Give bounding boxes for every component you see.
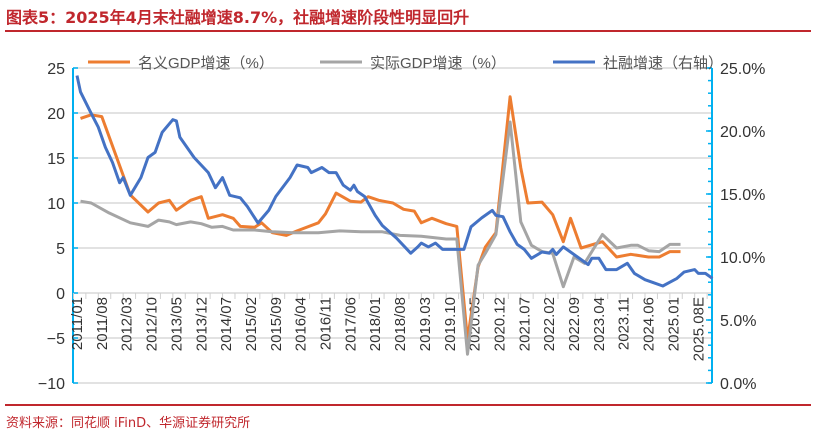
y-left-tick-label: −10 [38,376,65,393]
y-right-tick-label: 5.0% [720,313,756,330]
x-tick-label: 2012/10 [144,297,161,351]
x-tick-label: 2021.07 [516,297,533,351]
x-tick-label: 2018/08 [392,297,409,351]
y-right-tick-label: 10.0% [720,250,765,267]
x-tick-label: 2019.03 [417,297,434,351]
y-right-tick-label: 25.0% [720,61,765,78]
x-tick-label: 2012/03 [119,297,136,351]
x-tick-label: 2022.09 [566,297,583,351]
legend-label: 社融增速（右轴） [603,55,723,72]
x-tick-label: 2016/04 [293,297,310,351]
series-line-3 [75,75,714,288]
source-note: 资料来源：同花顺 iFinD、华源证券研究所 [6,416,251,431]
y-left-tick-label: 25 [47,61,65,78]
x-tick-label: 2011/08 [94,297,111,350]
y-right-tick-label: 20.0% [720,124,765,141]
x-tick-label: 2025.01 [665,297,682,351]
line-chart: −10 −5 0 5 10 15 20 25 0.0% 5.0% 10.0% 15.0% 20.0% 25… [38,55,766,393]
x-tick-label: 2011/01 [69,297,86,350]
x-tick-label: 2017/06 [342,297,359,351]
x-tick-label: 2023.04 [591,297,608,351]
x-tick-label: 2025.08E [690,297,707,361]
x-tick-label: 2015/09 [268,297,285,351]
y-left-tick-label: 0 [56,286,65,303]
y-left-tick-label: 5 [56,241,65,258]
x-tick-label: 2022.02 [541,297,558,351]
y-right-tick-label: 0.0% [720,376,756,393]
y-left-tick-label: 10 [47,196,65,213]
x-tick-label: 2024.06 [641,297,658,351]
y-left-tick-label: −5 [47,331,65,348]
x-tick-label: 2016/11 [318,297,335,350]
x-tick-label: 2020.12 [491,297,508,351]
title-divider [5,30,811,32]
x-tick-label: 2019.10 [442,297,459,351]
source-divider [5,404,811,406]
x-tick-label: 2023.11 [616,297,633,350]
x-tick-label: 2013/12 [193,297,210,351]
figure-title: 图表5：2025年4月末社融增速8.7%，社融增速阶段性明显回升 [6,8,470,27]
legend-label: 实际GDP增速（%） [370,55,506,72]
x-tick-label: 2014/07 [218,297,235,351]
legend-label: 名义GDP增速（%） [138,55,274,72]
x-tick-label: 2013/05 [168,297,185,351]
y-left-tick-label: 20 [47,106,65,123]
series-line-1 [80,95,681,342]
x-tick-label: 2018/01 [367,297,384,351]
y-left-tick-label: 15 [47,151,65,168]
x-tick-label: 2015/02 [243,297,260,351]
y-right-tick-label: 15.0% [720,187,765,204]
series-line-2 [80,120,681,356]
